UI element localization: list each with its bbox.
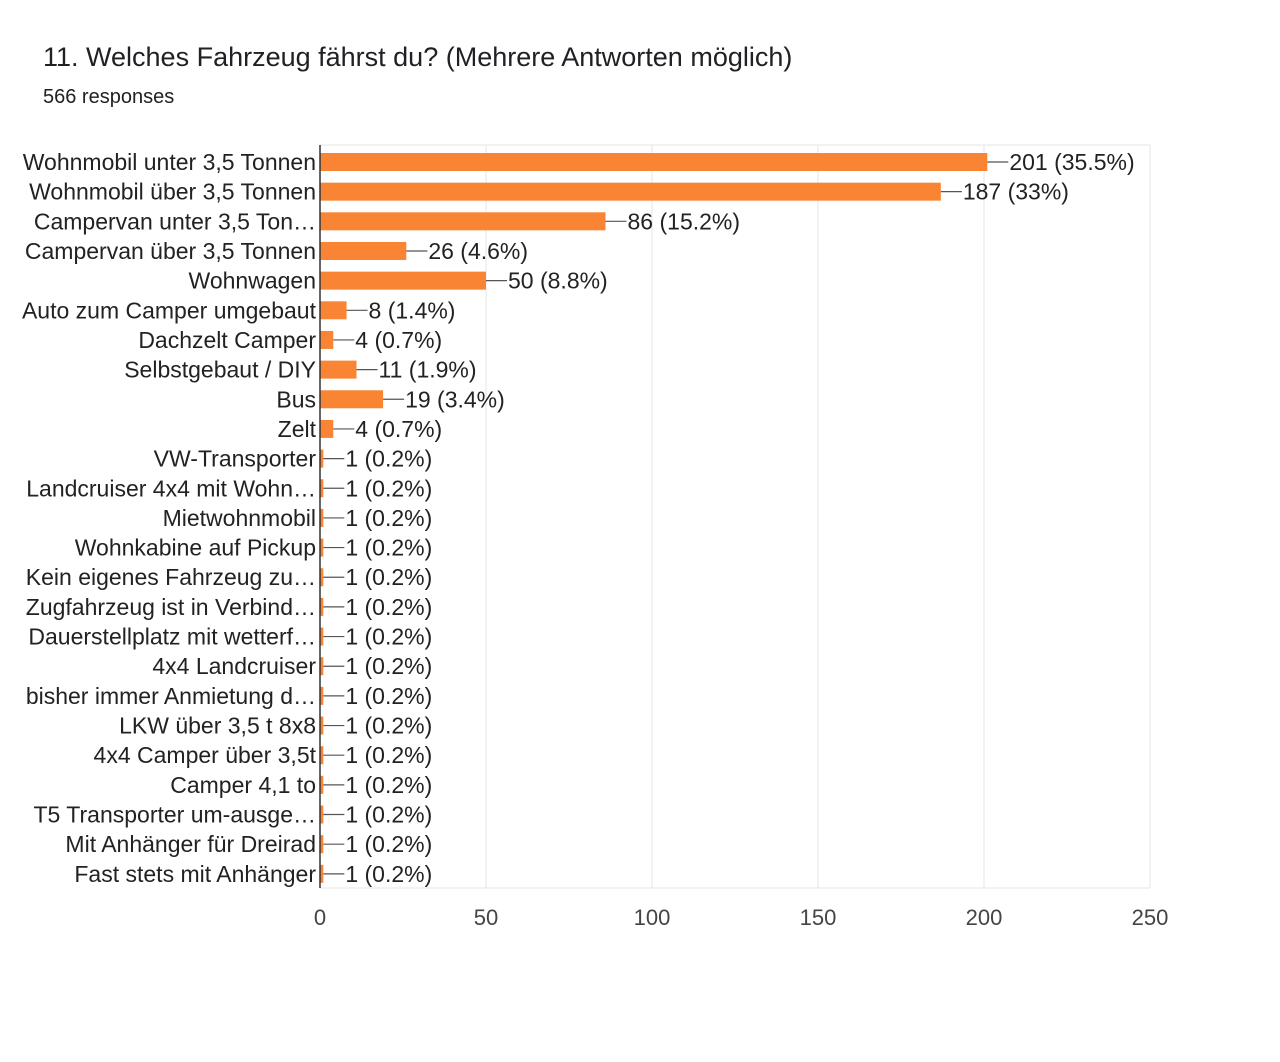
bar (320, 330, 334, 349)
bar (320, 657, 324, 676)
label-layer: Wohnmobil unter 3,5 Tonnen 201 (35.5%) Woh… (22, 149, 1135, 887)
category-label: Dachzelt Camper (138, 327, 316, 353)
bar (320, 508, 324, 527)
bar-layer (320, 153, 988, 883)
category-label: Mietwohnmobil (163, 505, 316, 531)
category-label: T5 Transporter um-ausge… (33, 802, 316, 828)
value-label: 1 (0.2%) (345, 446, 432, 472)
x-tick-label: 200 (966, 905, 1003, 930)
x-tick-label: 100 (634, 905, 671, 930)
category-label: Wohnmobil über 3,5 Tonnen (29, 179, 316, 205)
question-title: 11. Welches Fahrzeug fährst du? (Mehrere… (43, 42, 793, 72)
bar (320, 479, 324, 498)
bar (320, 716, 324, 735)
category-label: Wohnkabine auf Pickup (75, 535, 316, 561)
bar (320, 775, 324, 794)
category-label: Mit Anhänger für Dreirad (65, 831, 316, 857)
value-label: 8 (1.4%) (369, 297, 456, 323)
value-label: 11 (1.9%) (379, 357, 477, 383)
bar (320, 686, 324, 705)
bar (320, 835, 324, 854)
value-label: 26 (4.6%) (428, 238, 528, 264)
value-label: 19 (3.4%) (405, 386, 505, 412)
bar (320, 449, 324, 468)
category-label: Landcruiser 4x4 mit Wohn… (26, 475, 316, 501)
bar (320, 153, 988, 171)
category-label: LKW über 3,5 t 8x8 (119, 713, 316, 739)
category-label: Auto zum Camper umgebaut (22, 297, 317, 323)
bar (320, 805, 324, 824)
bar (320, 241, 407, 260)
grid-layer (320, 144, 1151, 889)
category-label: Bus (276, 386, 316, 412)
bar (320, 301, 347, 320)
value-label: 1 (0.2%) (345, 564, 432, 590)
value-label: 1 (0.2%) (345, 713, 432, 739)
category-label: Wohnwagen (189, 268, 316, 294)
category-label: Selbstgebaut / DIY (124, 357, 316, 383)
value-label: 187 (33%) (963, 179, 1069, 205)
category-label: Wohnmobil unter 3,5 Tonnen (23, 149, 316, 175)
x-tick-label: 0 (314, 905, 326, 930)
bar (320, 271, 486, 290)
category-label: Zugfahrzeug ist in Verbind… (26, 594, 316, 620)
bar (320, 182, 941, 201)
value-label: 1 (0.2%) (345, 624, 432, 650)
bar (320, 568, 324, 587)
category-label: 4x4 Camper über 3,5t (94, 742, 317, 768)
bar (320, 360, 357, 379)
category-label: Fast stets mit Anhänger (74, 861, 316, 887)
category-label: Zelt (278, 416, 317, 442)
value-label: 1 (0.2%) (345, 831, 432, 857)
value-label: 1 (0.2%) (345, 653, 432, 679)
value-label: 1 (0.2%) (345, 802, 432, 828)
value-label: 1 (0.2%) (345, 861, 432, 887)
value-label: 1 (0.2%) (345, 683, 432, 709)
bar (320, 627, 324, 646)
category-label: Camper 4,1 to (170, 772, 316, 798)
category-label: Campervan unter 3,5 Ton… (34, 208, 316, 234)
x-tick-label: 250 (1132, 905, 1169, 930)
value-label: 86 (15.2%) (628, 208, 741, 234)
category-label: bisher immer Anmietung d… (26, 683, 316, 709)
value-label: 1 (0.2%) (345, 772, 432, 798)
x-tick-label: 150 (800, 905, 837, 930)
category-label: VW-Transporter (154, 446, 317, 472)
bar (320, 746, 324, 765)
x-tick-label: 50 (474, 905, 498, 930)
category-label: Campervan über 3,5 Tonnen (25, 238, 316, 264)
value-label: 1 (0.2%) (345, 594, 432, 620)
bar (320, 864, 324, 883)
bar (320, 390, 384, 409)
value-label: 50 (8.8%) (508, 268, 608, 294)
response-count: 566 responses (43, 86, 175, 108)
category-label: Dauerstellplatz mit wetterf… (28, 624, 316, 650)
bar (320, 212, 606, 231)
value-label: 1 (0.2%) (345, 505, 432, 531)
value-label: 4 (0.7%) (355, 416, 442, 442)
value-label: 1 (0.2%) (345, 475, 432, 501)
value-label: 201 (35.5%) (1009, 149, 1134, 175)
axis-layer: 0 50 100 150 200 250 (314, 145, 1168, 930)
value-label: 1 (0.2%) (345, 535, 432, 561)
category-label: Kein eigenes Fahrzeug zu… (26, 564, 316, 590)
value-label: 4 (0.7%) (355, 327, 442, 353)
category-label: 4x4 Landcruiser (152, 653, 316, 679)
bar (320, 597, 324, 616)
bar (320, 419, 334, 438)
value-label: 1 (0.2%) (345, 742, 432, 768)
bar (320, 538, 324, 557)
